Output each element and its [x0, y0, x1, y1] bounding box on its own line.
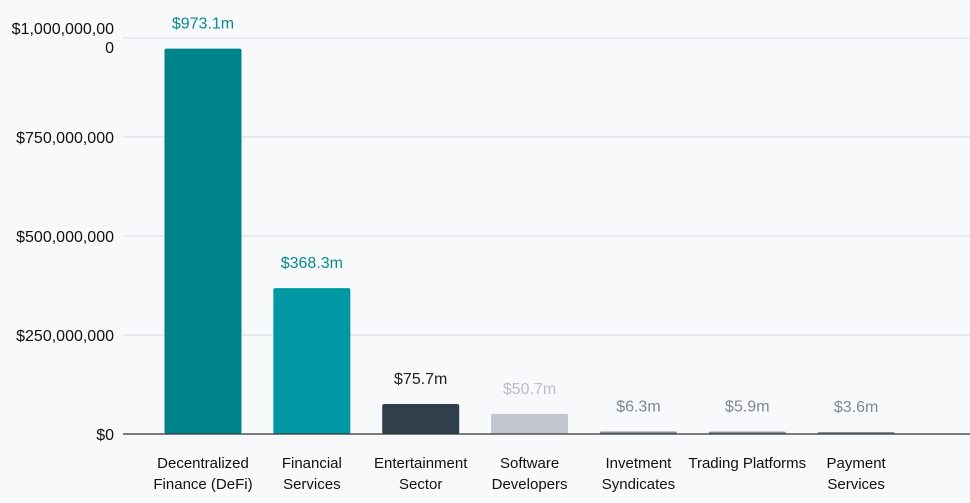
bar: [273, 288, 351, 434]
x-category-label: Invetment Syndicates: [602, 455, 675, 493]
bar: [599, 431, 677, 434]
x-axis-category-labels: Decentralized Finance (DeFi) Financial Serv…: [153, 455, 886, 493]
y-tick-label: $0: [96, 427, 114, 444]
x-category-label: Decentralized Finance (DeFi): [153, 455, 252, 493]
bar-value-label: $3.6m: [834, 399, 878, 416]
x-category-label: Entertainment Sector: [374, 455, 468, 493]
bar-value-label: $6.3m: [616, 399, 660, 416]
y-tick-label: $500,000,000: [16, 229, 114, 246]
x-category-label: Payment Services: [827, 455, 887, 493]
bar-value-label: $368.3m: [281, 255, 343, 272]
y-tick-label: $750,000,000: [16, 130, 114, 147]
bar-value-label: $75.7m: [394, 371, 447, 388]
x-category-label: Trading Platforms: [688, 455, 806, 472]
bar: [164, 48, 242, 434]
x-category-label: Financial Services: [282, 455, 342, 493]
bar-value-label: $50.7m: [503, 381, 556, 398]
y-axis-tick-labels: $0 $250,000,000 $500,000,000 $750,000,000 $1…: [12, 21, 114, 444]
bars: [164, 48, 895, 434]
bar: [491, 413, 569, 434]
bar-value-labels: $973.1m $368.3m $75.7m $50.7m $6.3m $5.9m $3.6…: [172, 16, 879, 416]
x-category-label: Software Developers: [492, 455, 568, 493]
bar: [382, 404, 460, 434]
bar-value-label: $973.1m: [172, 16, 234, 33]
bar-value-label: $5.9m: [725, 399, 769, 416]
y-tick-label: $1,000,000,00 0: [12, 21, 114, 57]
y-tick-label: $250,000,000: [16, 328, 114, 345]
gridlines: [123, 37, 970, 336]
